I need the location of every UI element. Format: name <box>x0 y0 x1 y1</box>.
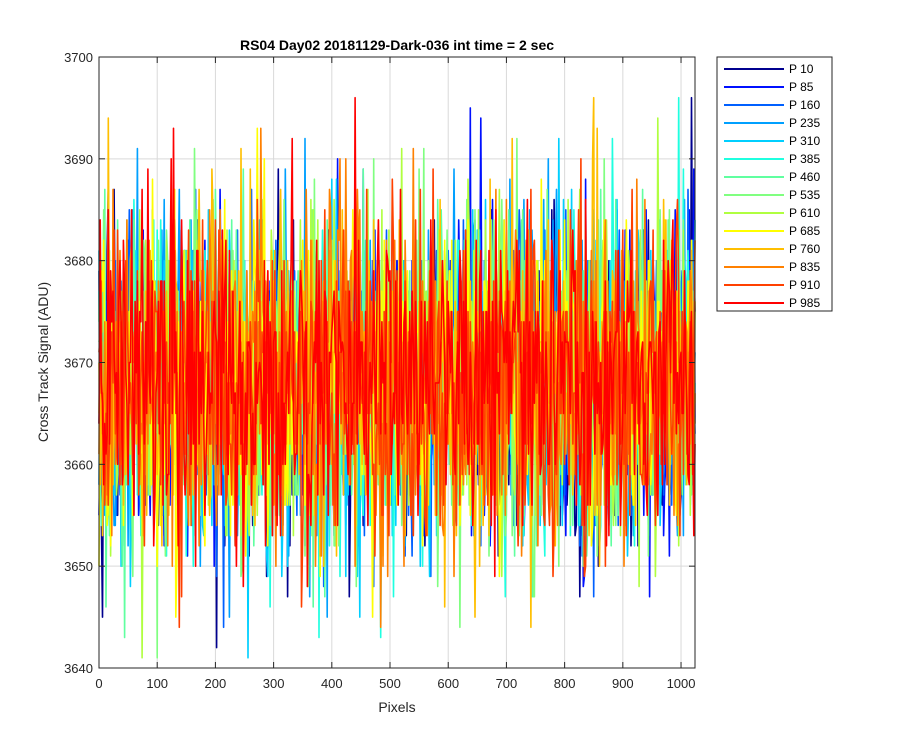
y-tick-label: 3690 <box>64 152 93 167</box>
x-tick-label: 0 <box>95 676 102 691</box>
legend-entry-label: P 385 <box>789 152 820 166</box>
legend-entry-label: P 610 <box>789 206 820 220</box>
series-lines <box>98 96 696 659</box>
legend-entry-label: P 235 <box>789 116 820 130</box>
axis-ticks: 0 100 200 300 400 500 600 700 800 900 1000 3640 3650… <box>64 50 695 691</box>
chart-title: RS04 Day02 20181129-Dark-036 int time = … <box>240 37 554 53</box>
x-tick-label: 200 <box>205 676 227 691</box>
y-tick-label: 3670 <box>64 356 93 371</box>
series-line-p-985 <box>98 96 696 588</box>
y-tick-label: 3700 <box>64 50 93 65</box>
legend-entry-label: P 835 <box>789 260 820 274</box>
legend-entry-label: P 10 <box>789 62 814 76</box>
x-tick-label: 400 <box>321 676 343 691</box>
legend-box <box>716 56 833 312</box>
x-tick-label: 100 <box>146 676 168 691</box>
legend-entry-label: P 535 <box>789 188 820 202</box>
legend-entry-label: P 85 <box>789 80 814 94</box>
x-tick-label: 600 <box>437 676 459 691</box>
legend-entry-label: P 160 <box>789 98 820 112</box>
x-tick-label: 800 <box>554 676 576 691</box>
x-tick-label: 900 <box>612 676 634 691</box>
legend-entry-label: P 985 <box>789 296 820 310</box>
y-tick-label: 3650 <box>64 559 93 574</box>
legend-entry-label: P 760 <box>789 242 820 256</box>
legend-entry-label: P 685 <box>789 224 820 238</box>
y-tick-label: 3680 <box>64 254 93 269</box>
legend: P 10 P 85 P 160 P 235 P 310 P 385 P 460 P 535 P … <box>716 56 833 312</box>
x-tick-label: 300 <box>263 676 285 691</box>
x-tick-label: 1000 <box>667 676 696 691</box>
y-tick-label: 3640 <box>64 661 93 676</box>
x-tick-label: 500 <box>379 676 401 691</box>
legend-entry-label: P 310 <box>789 134 820 148</box>
x-axis-label: Pixels <box>378 699 415 715</box>
legend-entry-label: P 910 <box>789 278 820 292</box>
x-tick-label: 700 <box>496 676 518 691</box>
legend-entry-label: P 460 <box>789 170 820 184</box>
y-tick-label: 3660 <box>64 457 93 472</box>
y-axis-label: Cross Track Signal (ADU) <box>35 282 51 442</box>
